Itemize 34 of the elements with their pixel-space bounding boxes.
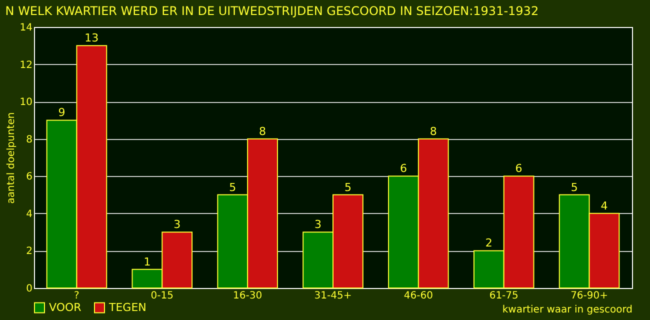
x-tick-label: 61-75 (489, 290, 518, 302)
data-label: 5 (344, 180, 352, 194)
data-label: 5 (229, 180, 236, 194)
legend-label: VOOR (49, 300, 82, 314)
x-tick-label: 16-30 (233, 290, 262, 302)
y-tick-label: 10 (20, 97, 32, 108)
y-tick-label: 2 (26, 246, 32, 258)
x-tick-label: ? (74, 290, 80, 302)
y-tick-label: 12 (20, 60, 32, 71)
x-tick-label: 76-90+ (570, 290, 608, 302)
y-tick-label: 6 (26, 172, 32, 183)
data-label: 2 (485, 236, 492, 250)
y-tick-label: 4 (26, 208, 32, 220)
data-label: 5 (570, 180, 578, 194)
data-label: 8 (259, 124, 266, 138)
y-axis-title: aantal doelpunten (6, 112, 17, 204)
x-axis-title: kwartier waar in gescoord (502, 304, 632, 316)
data-label: 13 (84, 32, 99, 45)
x-tick-label: 46-60 (404, 290, 433, 302)
chart-title: N WELK KWARTIER WERD ER IN DE UITWEDSTRIJDEN GESCOORD IN SEIZOEN:1931-1932 (5, 4, 539, 18)
x-tick-label: 0-15 (150, 290, 174, 302)
x-tick-label: 31-45+ (314, 290, 352, 302)
data-label: 6 (515, 162, 522, 176)
data-label: 8 (430, 124, 437, 138)
data-label: 6 (400, 162, 407, 176)
y-tick-label: 14 (20, 22, 32, 34)
data-label: 1 (144, 255, 151, 268)
data-label: 4 (600, 199, 608, 212)
data-label: 3 (314, 218, 322, 232)
data-label: 9 (58, 106, 66, 120)
y-tick-label: 8 (26, 134, 32, 146)
legend-label: TEGEN (108, 300, 146, 314)
y-tick-label: 0 (26, 284, 32, 294)
data-label: 3 (174, 218, 181, 232)
